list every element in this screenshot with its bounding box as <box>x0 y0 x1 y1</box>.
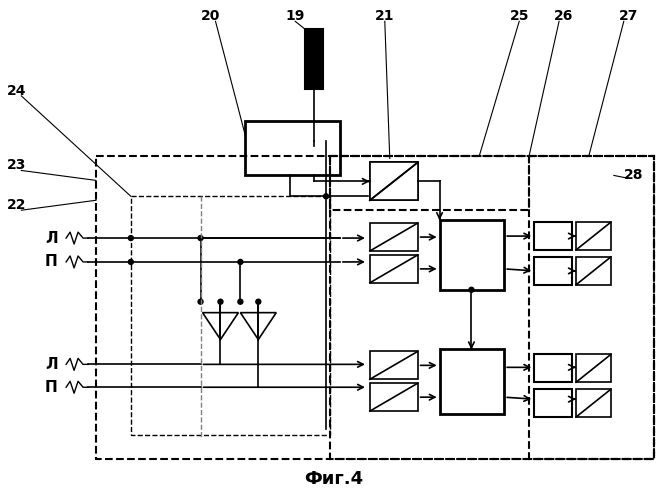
Bar <box>370 384 417 411</box>
Text: 27: 27 <box>619 10 638 24</box>
Text: Л: Л <box>45 357 58 372</box>
Bar <box>529 156 654 459</box>
Bar <box>370 223 417 251</box>
Bar <box>534 222 572 250</box>
Bar <box>370 162 417 200</box>
Text: 21: 21 <box>375 10 395 24</box>
Bar <box>576 354 611 382</box>
Text: 24: 24 <box>7 84 26 98</box>
Bar <box>305 29 323 89</box>
Circle shape <box>198 236 203 240</box>
Text: П: П <box>45 380 58 394</box>
Circle shape <box>324 194 328 199</box>
Text: П: П <box>45 254 58 270</box>
Circle shape <box>198 299 203 304</box>
Text: 28: 28 <box>624 168 644 182</box>
Bar <box>534 257 572 285</box>
Circle shape <box>128 236 133 240</box>
Text: Фиг.4: Фиг.4 <box>304 470 363 488</box>
Bar <box>576 389 611 417</box>
Bar <box>330 156 654 459</box>
Bar <box>131 196 330 435</box>
Bar <box>534 354 572 382</box>
Text: 20: 20 <box>201 10 220 24</box>
Text: Л: Л <box>45 230 58 246</box>
Circle shape <box>238 260 243 264</box>
Circle shape <box>128 260 133 264</box>
Text: 26: 26 <box>555 10 574 24</box>
Text: 19: 19 <box>286 10 305 24</box>
Circle shape <box>238 299 243 304</box>
Circle shape <box>218 299 223 304</box>
Bar <box>370 162 417 200</box>
Bar <box>576 222 611 250</box>
Circle shape <box>256 299 261 304</box>
Circle shape <box>469 288 474 292</box>
Bar <box>440 350 504 414</box>
Bar <box>440 220 504 290</box>
Text: 25: 25 <box>510 10 529 24</box>
Bar <box>246 120 340 176</box>
Bar <box>370 255 417 283</box>
Bar <box>330 156 529 210</box>
Bar <box>576 257 611 285</box>
Bar <box>96 156 654 459</box>
Bar <box>370 352 417 380</box>
Text: 22: 22 <box>7 198 26 212</box>
Text: 23: 23 <box>7 158 26 172</box>
Bar <box>534 389 572 417</box>
